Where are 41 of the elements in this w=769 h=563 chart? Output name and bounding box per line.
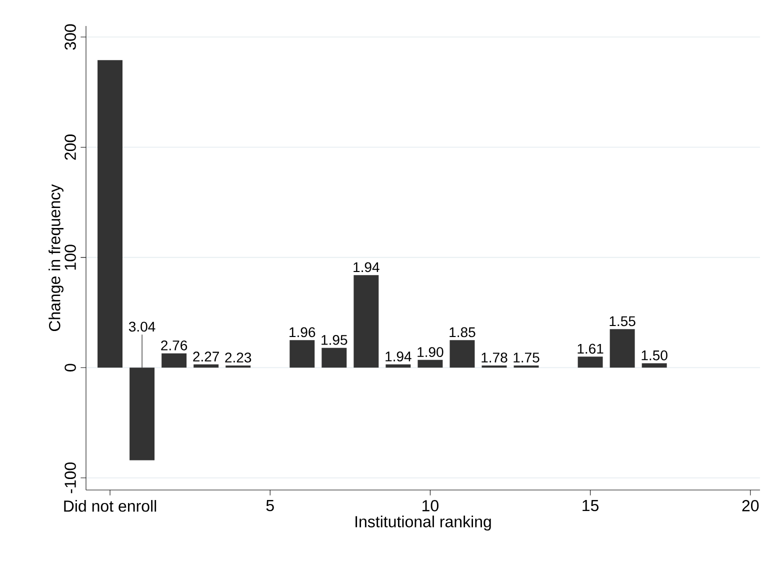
bar xyxy=(226,365,251,368)
bar xyxy=(610,329,635,368)
annotation: 2.76 xyxy=(161,340,188,350)
y-tick-label: 0 xyxy=(64,364,76,372)
annotation: 2.23 xyxy=(225,352,252,363)
y-tick-label: 100 xyxy=(64,244,76,270)
x-axis-title: Institutional ranking xyxy=(356,516,491,531)
x-tick-label: 10 xyxy=(422,500,438,512)
annotation: 1.55 xyxy=(610,316,636,326)
annotation: 3.04 xyxy=(128,322,156,332)
bar xyxy=(450,340,475,368)
annotation: 2.27 xyxy=(193,352,219,362)
y-tick-label: -100 xyxy=(64,462,76,494)
annotation: 1.94 xyxy=(386,352,412,362)
bar xyxy=(354,275,379,368)
x-tick-label: Did not enroll xyxy=(64,500,156,512)
bar xyxy=(322,348,347,368)
bar xyxy=(130,368,155,460)
annotation: 1.90 xyxy=(418,347,444,358)
annotation: 1.94 xyxy=(354,262,380,272)
x-tick-label: 15 xyxy=(582,500,599,512)
bar xyxy=(162,353,187,368)
annotation: 1.85 xyxy=(450,327,476,338)
bar xyxy=(290,340,315,368)
annotation: 1.50 xyxy=(642,350,668,360)
annotation: 1.61 xyxy=(578,344,604,354)
y-tick-label: 200 xyxy=(64,134,76,160)
annotation: 1.95 xyxy=(322,334,348,345)
bar xyxy=(578,356,603,368)
bar xyxy=(98,60,122,368)
bar xyxy=(386,364,411,368)
x-tick-label: 5 xyxy=(266,500,274,512)
bar xyxy=(194,364,219,368)
bar xyxy=(642,363,667,368)
y-axis-title: Change in frequency xyxy=(48,184,64,331)
x-tick-label: 20 xyxy=(742,500,759,512)
annotation: 1.78 xyxy=(482,352,508,363)
y-tick-label: 300 xyxy=(64,24,76,50)
bar xyxy=(418,360,443,368)
annotation: 1.96 xyxy=(290,327,316,338)
annotation: 1.75 xyxy=(514,352,540,363)
